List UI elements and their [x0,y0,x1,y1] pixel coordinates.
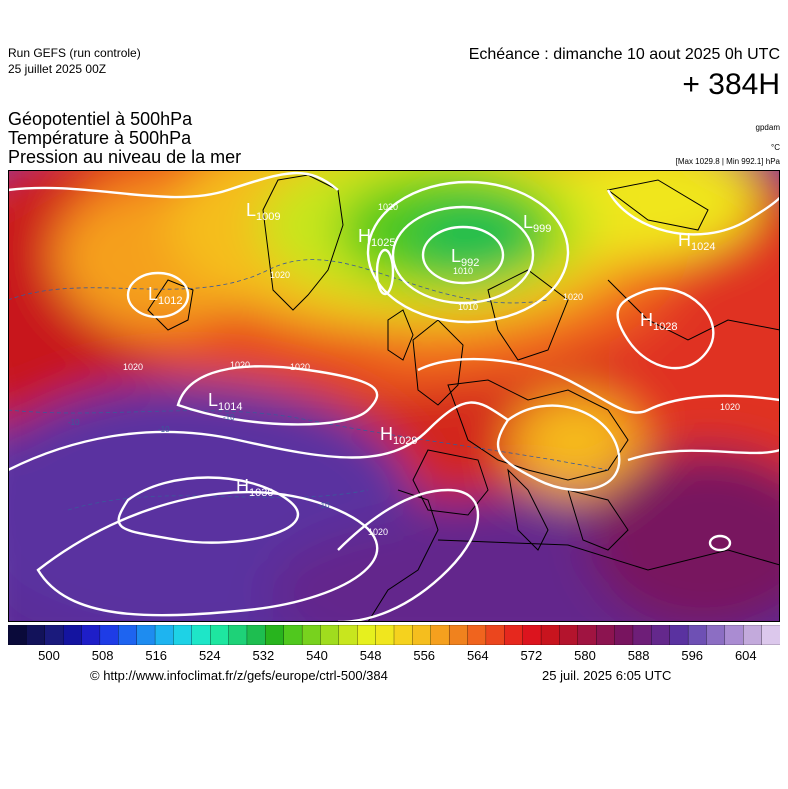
colorbar-swatch [669,624,689,646]
isobar-label: 1020 [123,362,143,372]
colorbar-swatch [191,624,211,646]
colorbar-tick-label: 588 [627,648,650,663]
pressure-range: [Max 1029.8 | Min 992.1] hPa [675,157,780,166]
isobar-label: 1020 [368,527,388,537]
isobar-label: 1010 [453,266,473,276]
isobar-labels: 1020 1020 1020 1020 1020 1020 1020 1010 … [123,202,740,537]
colorbar-swatch [154,624,174,646]
colorbar-swatch [485,624,505,646]
isobar-label: 1020 [720,402,740,412]
colorbar-swatch [743,624,763,646]
run-title: Run GEFS (run controle) [8,46,141,60]
colorbar-swatch [7,624,27,646]
colorbar-swatch [81,624,101,646]
footer-url: © http://www.infoclimat.fr/z/gefs/europe… [90,668,388,683]
colorbar-tick-label: 604 [734,648,757,663]
colorbar-tick-label: 500 [38,648,60,663]
colorbar-swatch [118,624,138,646]
colorbar-swatches [7,624,781,646]
colorbar-tick-label: 556 [413,648,436,663]
colorbar-swatch [412,624,432,646]
run-date: 25 juillet 2025 00Z [8,62,107,76]
unit-temperature: °C [771,143,780,152]
colorbar-swatch [246,624,266,646]
colorbar-tick-label: 508 [91,648,114,663]
isobar-label: 1010 [458,302,478,312]
forecast-valid-time: Echéance : dimanche 10 aout 2025 0h UTC [468,46,780,63]
colorbar-swatch [761,624,781,646]
colorbar-tick-label: 596 [681,648,704,663]
parameter-pressure: Pression au niveau de la mer [8,147,242,167]
parameter-geopotential: Géopotentiel à 500hPa [8,109,193,129]
colorbar-swatch [283,624,303,646]
colorbar-swatch [559,624,579,646]
colorbar-swatch [467,624,487,646]
colorbar-swatch [596,624,616,646]
isobar-label: 1020 [270,270,290,280]
isobar-label: 1020 [290,362,310,372]
footer-generated-time: 25 juil. 2025 6:05 UTC [542,668,672,683]
colorbar-tick-label: 516 [145,648,168,663]
isobar-label: 1020 [230,360,250,370]
colorbar-swatch [651,624,671,646]
isobars [8,171,780,622]
isobar-label: 1020 [378,202,398,212]
forecast-horizon: + 384H [682,68,780,101]
colorbar-swatch [320,624,340,646]
isotherm-label: -10 [223,413,235,422]
colorbar-swatch [265,624,285,646]
colorbar [7,624,781,646]
isotherm-label: -10 [318,501,330,510]
colorbar-swatch [44,624,64,646]
colorbar-swatch [375,624,395,646]
colorbar-swatch [210,624,230,646]
colorbar-tick-label: 540 [306,648,328,663]
colorbar-tick-label: 572 [520,648,543,663]
colorbar-swatch [228,624,248,646]
isotherm-label: -10 [68,418,80,427]
isotherm-label: -10 [158,425,170,434]
colorbar-tick-label: 524 [198,648,221,663]
colorbar-swatch [357,624,377,646]
colorbar-tick-label: 532 [252,648,275,663]
colorbar-swatch [338,624,358,646]
pressure-centers: H1025 H1024 H1028 H1029 H1030 L992 L999 … [148,200,715,499]
colorbar-swatch [62,624,82,646]
colorbar-swatch [136,624,156,646]
colorbar-tick-label: 580 [574,648,596,663]
colorbar-swatch [26,624,46,646]
weather-map: H1025 H1024 H1028 H1029 H1030 L992 L999 … [8,170,780,622]
colorbar-swatch [448,624,468,646]
isotherms [8,259,609,511]
coastlines [147,174,780,622]
colorbar-swatch [632,624,652,646]
colorbar-swatch [706,624,726,646]
colorbar-swatch [173,624,193,646]
colorbar-swatch [393,624,413,646]
colorbar-swatch [301,624,321,646]
colorbar-swatch [430,624,450,646]
colorbar-swatch [522,624,542,646]
colorbar-swatch [504,624,524,646]
colorbar-swatch [724,624,744,646]
colorbar-swatch [99,624,119,646]
colorbar-swatch [577,624,597,646]
colorbar-tick-label: 564 [466,648,489,663]
colorbar-swatch [614,624,634,646]
colorbar-tick-label: 548 [359,648,382,663]
colorbar-swatch [687,624,707,646]
parameter-temperature: Température à 500hPa [8,128,192,148]
isotherm-labels: -10 -10 -10 -10 [68,413,330,510]
colorbar-ticks: 500 508 516 524 532 540 548 556 564 572 580 588 596 6… [8,648,780,666]
unit-geopotential: gpdam [755,123,780,132]
colorbar-swatch [540,624,560,646]
isobar-label: 1020 [563,292,583,302]
